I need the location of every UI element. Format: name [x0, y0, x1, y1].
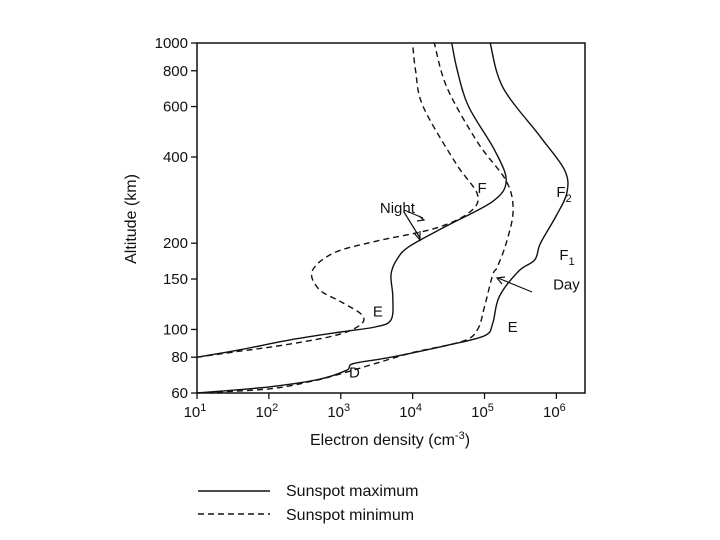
y-tick-label: 80: [171, 349, 188, 366]
annotation-label: Night: [380, 200, 416, 217]
x-tick-label: 103: [327, 402, 350, 421]
plot-frame: [196, 42, 586, 394]
annotation-group: Night F F2 F1 Day E E D: [349, 180, 580, 382]
tick-group: 60 80 100 150 200 400 600 800 1000 101 102 103 104 10…: [155, 35, 566, 421]
annotation-label: E: [373, 303, 383, 320]
x-axis-title-main: Electron density (cm: [310, 432, 455, 449]
y-tick-label: 100: [163, 321, 188, 338]
legend: Sunspot maximum Sunspot minimum: [198, 483, 419, 524]
x-axis-title-exp: -3: [455, 430, 465, 442]
legend-label-maximum: Sunspot maximum: [286, 483, 419, 500]
x-axis-title: Electron density (cm-3): [310, 430, 470, 449]
x-axis-title-end: ): [465, 432, 470, 449]
y-tick-label: 1000: [155, 35, 188, 52]
y-tick-label: 150: [163, 271, 188, 288]
series-line-minimum-1: [196, 42, 479, 358]
annotation-label: Day: [553, 276, 580, 293]
series-line-minimum-3: [196, 42, 514, 394]
annotation-label: F1: [559, 247, 574, 268]
x-tick-label: 101: [184, 402, 207, 421]
annotation-label: E: [508, 319, 518, 336]
night-arrow-solid: [403, 211, 421, 239]
x-tick-label: 106: [543, 402, 566, 421]
night-arrow-solid-head: [413, 231, 421, 242]
legend-label-minimum: Sunspot minimum: [286, 507, 414, 524]
y-tick-label: 600: [163, 99, 188, 116]
annotation-label: D: [349, 364, 360, 381]
y-tick-label: 60: [171, 385, 188, 402]
annotation-label: F: [478, 180, 487, 197]
night-arrow-dashed-head: [416, 215, 426, 222]
day-arrow: [497, 277, 533, 293]
y-tick-label: 400: [163, 149, 188, 166]
curves-group: [196, 42, 569, 394]
x-tick-label: 105: [471, 402, 494, 421]
y-tick-label: 200: [163, 235, 188, 252]
x-tick-label: 104: [399, 402, 422, 421]
day-arrow-head: [495, 276, 506, 285]
series-line-maximum-0: [196, 42, 507, 358]
y-axis-title: Altitude (km): [123, 174, 140, 264]
series-line-maximum-2: [196, 42, 569, 394]
y-tick-label: 800: [163, 63, 188, 80]
x-tick-label: 102: [255, 402, 278, 421]
annotation-label: F2: [556, 184, 571, 205]
